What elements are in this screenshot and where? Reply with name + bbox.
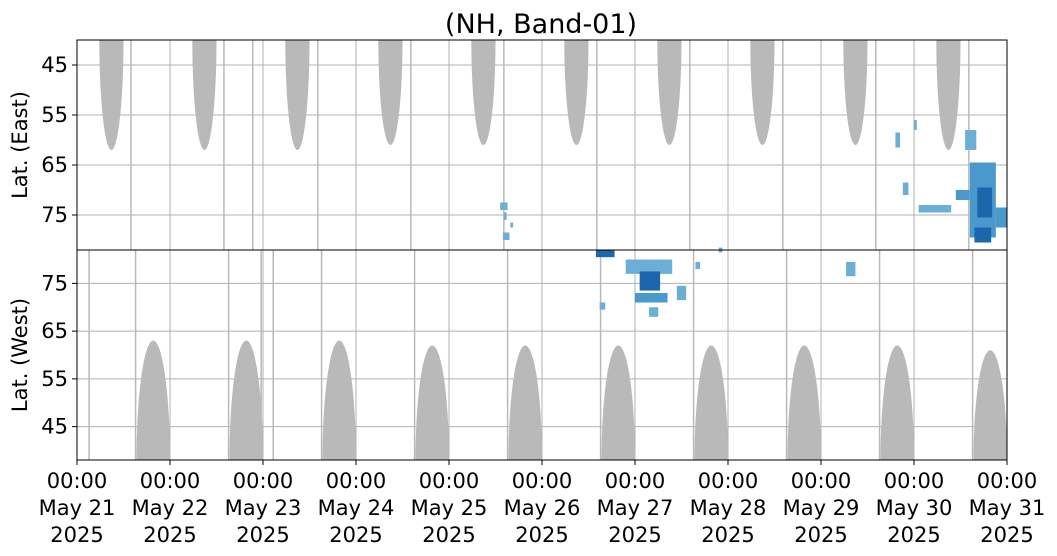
y-tick-label: 55 [41,367,68,391]
x-tick-label-date: May 22 [132,496,209,520]
detection-cell [635,292,668,303]
no-data-region [750,40,775,145]
no-data-region [787,345,821,460]
no-data-region [694,345,728,460]
y-tick-label: 65 [41,153,68,177]
no-data-region [136,340,170,460]
x-tick-label-time: 00:00 [419,469,480,493]
detection-cell [648,307,659,317]
panel-west: 75 65 55 45 Lat. (West) [8,247,1008,461]
no-data-region [192,40,217,150]
detection-cell [639,271,661,291]
y-tick-label: 45 [41,415,68,439]
x-tick-label-time: 00:00 [791,469,852,493]
x-tick-label-date: May 26 [504,496,581,520]
y-tick-label: 75 [41,203,68,227]
x-tick-label-time: 00:00 [512,469,573,493]
y-axis-label: Lat. (West) [8,298,32,412]
detection-cell [599,302,606,310]
detection-cell [695,261,701,270]
x-tick-label-year: 2025 [236,523,289,547]
detection-cell [977,187,993,218]
no-data-region [973,350,1007,460]
x-tick-label-time: 00:00 [326,469,387,493]
x-tick-label-year: 2025 [794,523,847,547]
no-data-region [322,340,356,460]
detection-cell [502,232,510,240]
x-tick-label-year: 2025 [980,523,1033,547]
x-axis: 00:00 May 21 2025 00:00 May 22 2025 00:00 May 2… [39,460,1046,547]
no-data-region [508,345,542,460]
y-axis-label: Lat. (East) [8,91,32,199]
x-tick-label-date: May 23 [225,496,302,520]
detection-cell [500,202,508,210]
detection-cell [965,130,977,150]
detection-cell [918,205,952,213]
x-tick-label-date: May 25 [411,496,488,520]
no-data-region [657,40,682,145]
chart-title: (NH, Band-01) [445,9,637,40]
x-tick-label-year: 2025 [887,523,940,547]
y-tick-label: 55 [41,103,68,127]
no-data-region [378,40,403,145]
panel-east: 45 55 65 75 Lat. (East) [8,39,1008,251]
x-tick-label-date: May 21 [39,496,116,520]
no-data-region [880,345,914,460]
x-tick-label-time: 00:00 [884,469,945,493]
no-data-region [415,345,449,460]
x-tick-label-time: 00:00 [233,469,294,493]
x-tick-label-year: 2025 [329,523,382,547]
x-tick-label-year: 2025 [50,523,103,547]
detection-cell [595,250,615,258]
detection-cell [995,207,1007,228]
x-tick-label-date: May 28 [690,496,767,520]
y-tick-label: 75 [41,271,68,295]
x-tick-label-time: 00:00 [977,469,1038,493]
detection-cell [955,190,970,200]
detection-cell [625,259,673,274]
x-tick-label-time: 00:00 [140,469,201,493]
x-tick-label-date: May 27 [597,496,674,520]
x-tick-label-year: 2025 [608,523,661,547]
no-data-region [564,40,589,145]
x-tick-label-date: May 29 [783,496,860,520]
y-tick-label: 65 [41,319,68,343]
detection-cell [895,132,901,148]
no-data-region [229,340,263,460]
x-tick-label-year: 2025 [422,523,475,547]
x-tick-label-year: 2025 [515,523,568,547]
x-tick-label-year: 2025 [701,523,754,547]
no-data-region [843,40,868,145]
no-data-region [471,40,496,145]
detection-cell [503,212,507,220]
detection-cell [974,227,992,243]
detection-cell [914,120,917,130]
detection-cell [846,261,856,277]
x-tick-label-time: 00:00 [698,469,759,493]
no-data-region [601,345,635,460]
detection-cell [510,222,514,228]
detection-cell [676,285,687,301]
detection-cell [902,182,909,195]
x-tick-label-year: 2025 [143,523,196,547]
no-data-region [285,40,310,150]
x-tick-label-date: May 30 [876,496,953,520]
x-tick-label-date: May 24 [318,496,395,520]
x-tick-label-time: 00:00 [47,469,108,493]
x-tick-label-date: May 31 [969,496,1046,520]
no-data-region [936,40,961,150]
x-tick-label-time: 00:00 [605,469,666,493]
no-data-region [99,40,124,150]
y-tick-label: 45 [41,53,68,77]
